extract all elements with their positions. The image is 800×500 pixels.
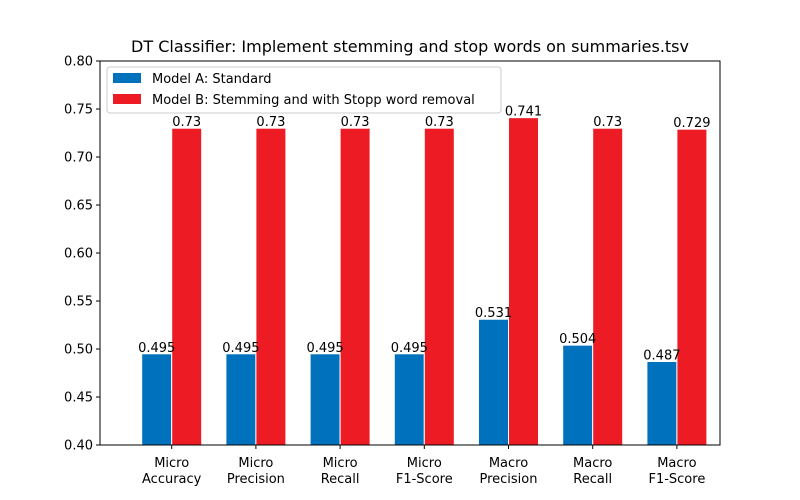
- x-axis: MicroAccuracyMicroPrecisionMicroRecallMi…: [142, 445, 705, 487]
- bar-series-b: [676, 128, 708, 446]
- bar-value-label: 0.73: [172, 115, 201, 130]
- bar-labels-group: 0.495 0.73 0.495 0.73 0.495 0.73 0.495 0.73 0.53…: [138, 105, 710, 364]
- bar-value-label: 0.495: [222, 341, 259, 356]
- bar-series-b: [423, 127, 455, 446]
- x-tick-label: F1-Score: [396, 472, 453, 487]
- bar-series-a: [225, 353, 257, 446]
- bar-value-label: 0.73: [341, 115, 370, 130]
- bar-series-a: [478, 318, 509, 446]
- x-tick-label: Recall: [321, 472, 360, 487]
- y-tick-label: 0.60: [64, 247, 93, 262]
- bar-series-b: [508, 117, 539, 446]
- legend-swatch: [113, 73, 141, 83]
- y-axis: 0.40 0.45 0.50 0.55 0.60 0.65 0.70 0.75 0.80: [64, 55, 100, 454]
- bar-value-label: 0.741: [505, 105, 542, 120]
- x-tick-label: Precision: [479, 472, 537, 487]
- y-tick-label: 0.45: [64, 391, 93, 406]
- x-tick-label: Macro: [573, 456, 612, 471]
- bar-value-label: 0.73: [425, 115, 454, 130]
- legend-entry: Model B: Stemming and with Stopp word re…: [152, 93, 475, 108]
- chart-title: DT Classifier: Implement stemming and st…: [131, 37, 689, 56]
- bar-series-b: [171, 127, 203, 446]
- y-tick-label: 0.50: [64, 343, 93, 358]
- x-tick-label: Macro: [657, 456, 696, 471]
- y-tick-label: 0.75: [64, 103, 93, 118]
- bar-series-a: [393, 353, 425, 446]
- x-tick-label: Micro: [323, 456, 358, 471]
- x-tick-label: Micro: [407, 456, 442, 471]
- x-tick-label: Recall: [573, 472, 612, 487]
- bar-value-label: 0.495: [391, 341, 428, 356]
- bar-value-label: 0.531: [475, 306, 512, 321]
- bar-series-b: [592, 127, 624, 446]
- legend-box: [106, 66, 502, 114]
- bar-series-a: [646, 360, 678, 446]
- y-tick-label: 0.55: [64, 295, 93, 310]
- legend-swatch: [113, 94, 141, 104]
- bar-value-label: 0.504: [559, 332, 596, 347]
- bar-series-b: [339, 127, 371, 446]
- bar-value-label: 0.495: [306, 341, 343, 356]
- bars-group: [141, 117, 708, 446]
- bar-value-label: 0.73: [256, 115, 285, 130]
- x-tick-label: Accuracy: [142, 472, 202, 487]
- bar-series-a: [141, 353, 173, 446]
- bar-series-a: [309, 353, 341, 446]
- x-tick-label: F1-Score: [648, 472, 705, 487]
- x-tick-label: Macro: [489, 456, 528, 471]
- x-tick-label: Precision: [227, 472, 285, 487]
- bar-series-a: [562, 344, 594, 446]
- y-tick-label: 0.80: [64, 55, 93, 70]
- bar-value-label: 0.487: [643, 348, 680, 363]
- y-tick-label: 0.40: [64, 439, 93, 454]
- bar-value-label: 0.495: [138, 341, 175, 356]
- bar-series-b: [255, 127, 287, 446]
- bar-value-label: 0.73: [593, 115, 622, 130]
- x-tick-label: Micro: [238, 456, 273, 471]
- legend: Model A: Standard Model B: Stemming and w…: [106, 66, 502, 114]
- y-tick-label: 0.65: [64, 199, 93, 214]
- legend-entry: Model A: Standard: [152, 72, 271, 87]
- bar-value-label: 0.729: [673, 116, 710, 131]
- y-tick-label: 0.70: [64, 151, 93, 166]
- x-tick-label: Micro: [154, 456, 189, 471]
